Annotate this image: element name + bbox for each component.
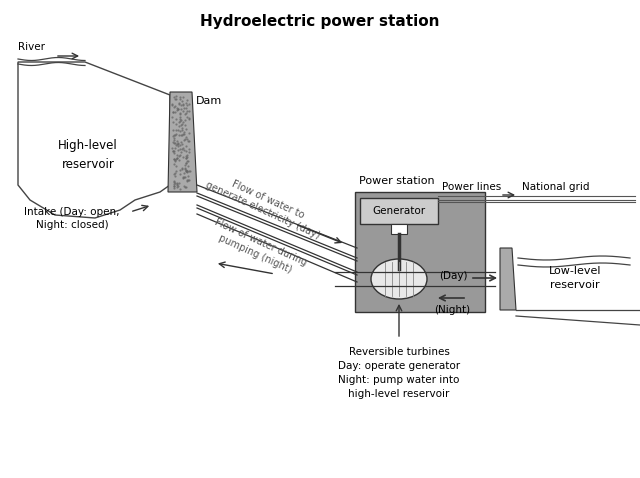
Text: High-level
reservoir: High-level reservoir <box>58 140 118 171</box>
Text: Hydroelectric power station: Hydroelectric power station <box>200 14 440 29</box>
Text: River: River <box>18 42 45 52</box>
Text: Low-level
reservoir: Low-level reservoir <box>548 266 601 290</box>
Text: Flow of water during
pumping (night): Flow of water during pumping (night) <box>208 217 308 279</box>
Ellipse shape <box>371 259 427 299</box>
Text: Dam: Dam <box>196 96 222 106</box>
Text: Flow of water to
generate electricity (day): Flow of water to generate electricity (d… <box>204 169 326 241</box>
Polygon shape <box>168 92 197 192</box>
Text: Intake (Day: open,
Night: closed): Intake (Day: open, Night: closed) <box>24 207 120 230</box>
Bar <box>391 224 407 234</box>
Text: (Day): (Day) <box>439 271 467 281</box>
Text: (Night): (Night) <box>434 305 470 315</box>
Text: Power station: Power station <box>359 176 435 186</box>
Text: Power lines: Power lines <box>442 182 501 192</box>
Text: Reversible turbines
Day: operate generator
Night: pump water into
high-level res: Reversible turbines Day: operate generat… <box>338 347 460 399</box>
Text: Generator: Generator <box>372 206 426 216</box>
Polygon shape <box>500 248 516 310</box>
Bar <box>360 198 438 224</box>
Text: National grid: National grid <box>522 182 589 192</box>
Bar <box>355 192 485 312</box>
